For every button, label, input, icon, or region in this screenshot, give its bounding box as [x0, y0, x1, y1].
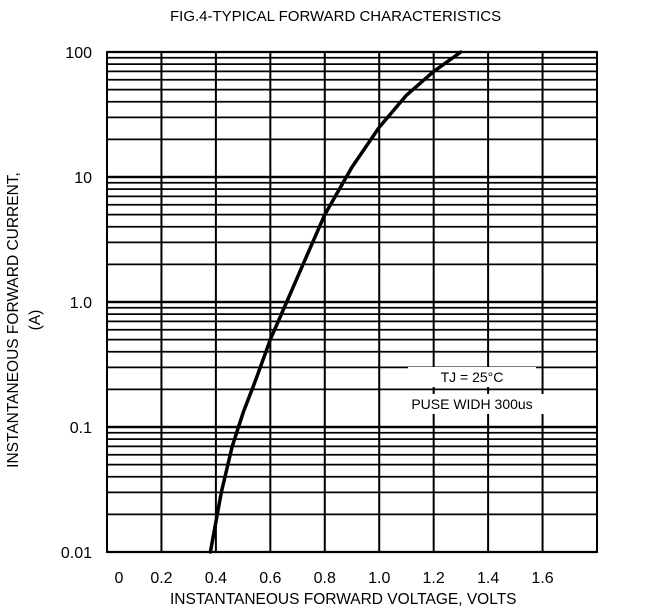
x-tick-label: 1.6: [531, 570, 553, 587]
x-tick-label: 1.2: [423, 570, 445, 587]
y-tick-label: 100: [65, 45, 92, 62]
y-tick-label: 1.0: [70, 295, 92, 312]
curve-group: [208, 50, 463, 554]
x-tick-label: 1.0: [368, 570, 390, 587]
x-tick-label: 0.8: [314, 570, 336, 587]
y-axis-label-line1: INSTANTANEOUS FORWARD CURRENT,: [5, 172, 22, 468]
x-tick-label: 0.6: [259, 570, 281, 587]
annotation-pulse-width: PUSE WIDH 300us: [383, 394, 561, 414]
y-axis-label-unit: (A): [27, 309, 44, 331]
chart-title: FIG.4-TYPICAL FORWARD CHARACTERISTICS: [170, 8, 502, 25]
y-axis-label-wrap: INSTANTANEOUS FORWARD CURRENT, (A): [0, 0, 60, 612]
x-tick-label: 0: [115, 570, 124, 587]
y-tick-label: 10: [74, 170, 92, 187]
x-tick-label: 0.4: [205, 570, 227, 587]
x-tick-label: 0.2: [150, 570, 172, 587]
y-ticks: 0.01 0.1 1.0 10 100: [61, 45, 92, 562]
grid: [106, 50, 598, 554]
y-tick-label: 0.1: [70, 420, 92, 437]
x-ticks: 0 0.2 0.4 0.6 0.8 1.0 1.2 1.4 1.6: [115, 570, 554, 587]
x-tick-label: 1.4: [477, 570, 499, 587]
forward-characteristic-curve: [208, 50, 463, 554]
annotation-temperature: TJ = 25°C: [408, 367, 536, 387]
y-axis-label: INSTANTANEOUS FORWARD CURRENT, (A): [4, 172, 44, 468]
y-tick-label: 0.01: [61, 545, 92, 562]
x-axis-label: INSTANTANEOUS FORWARD VOLTAGE, VOLTS: [170, 591, 517, 608]
